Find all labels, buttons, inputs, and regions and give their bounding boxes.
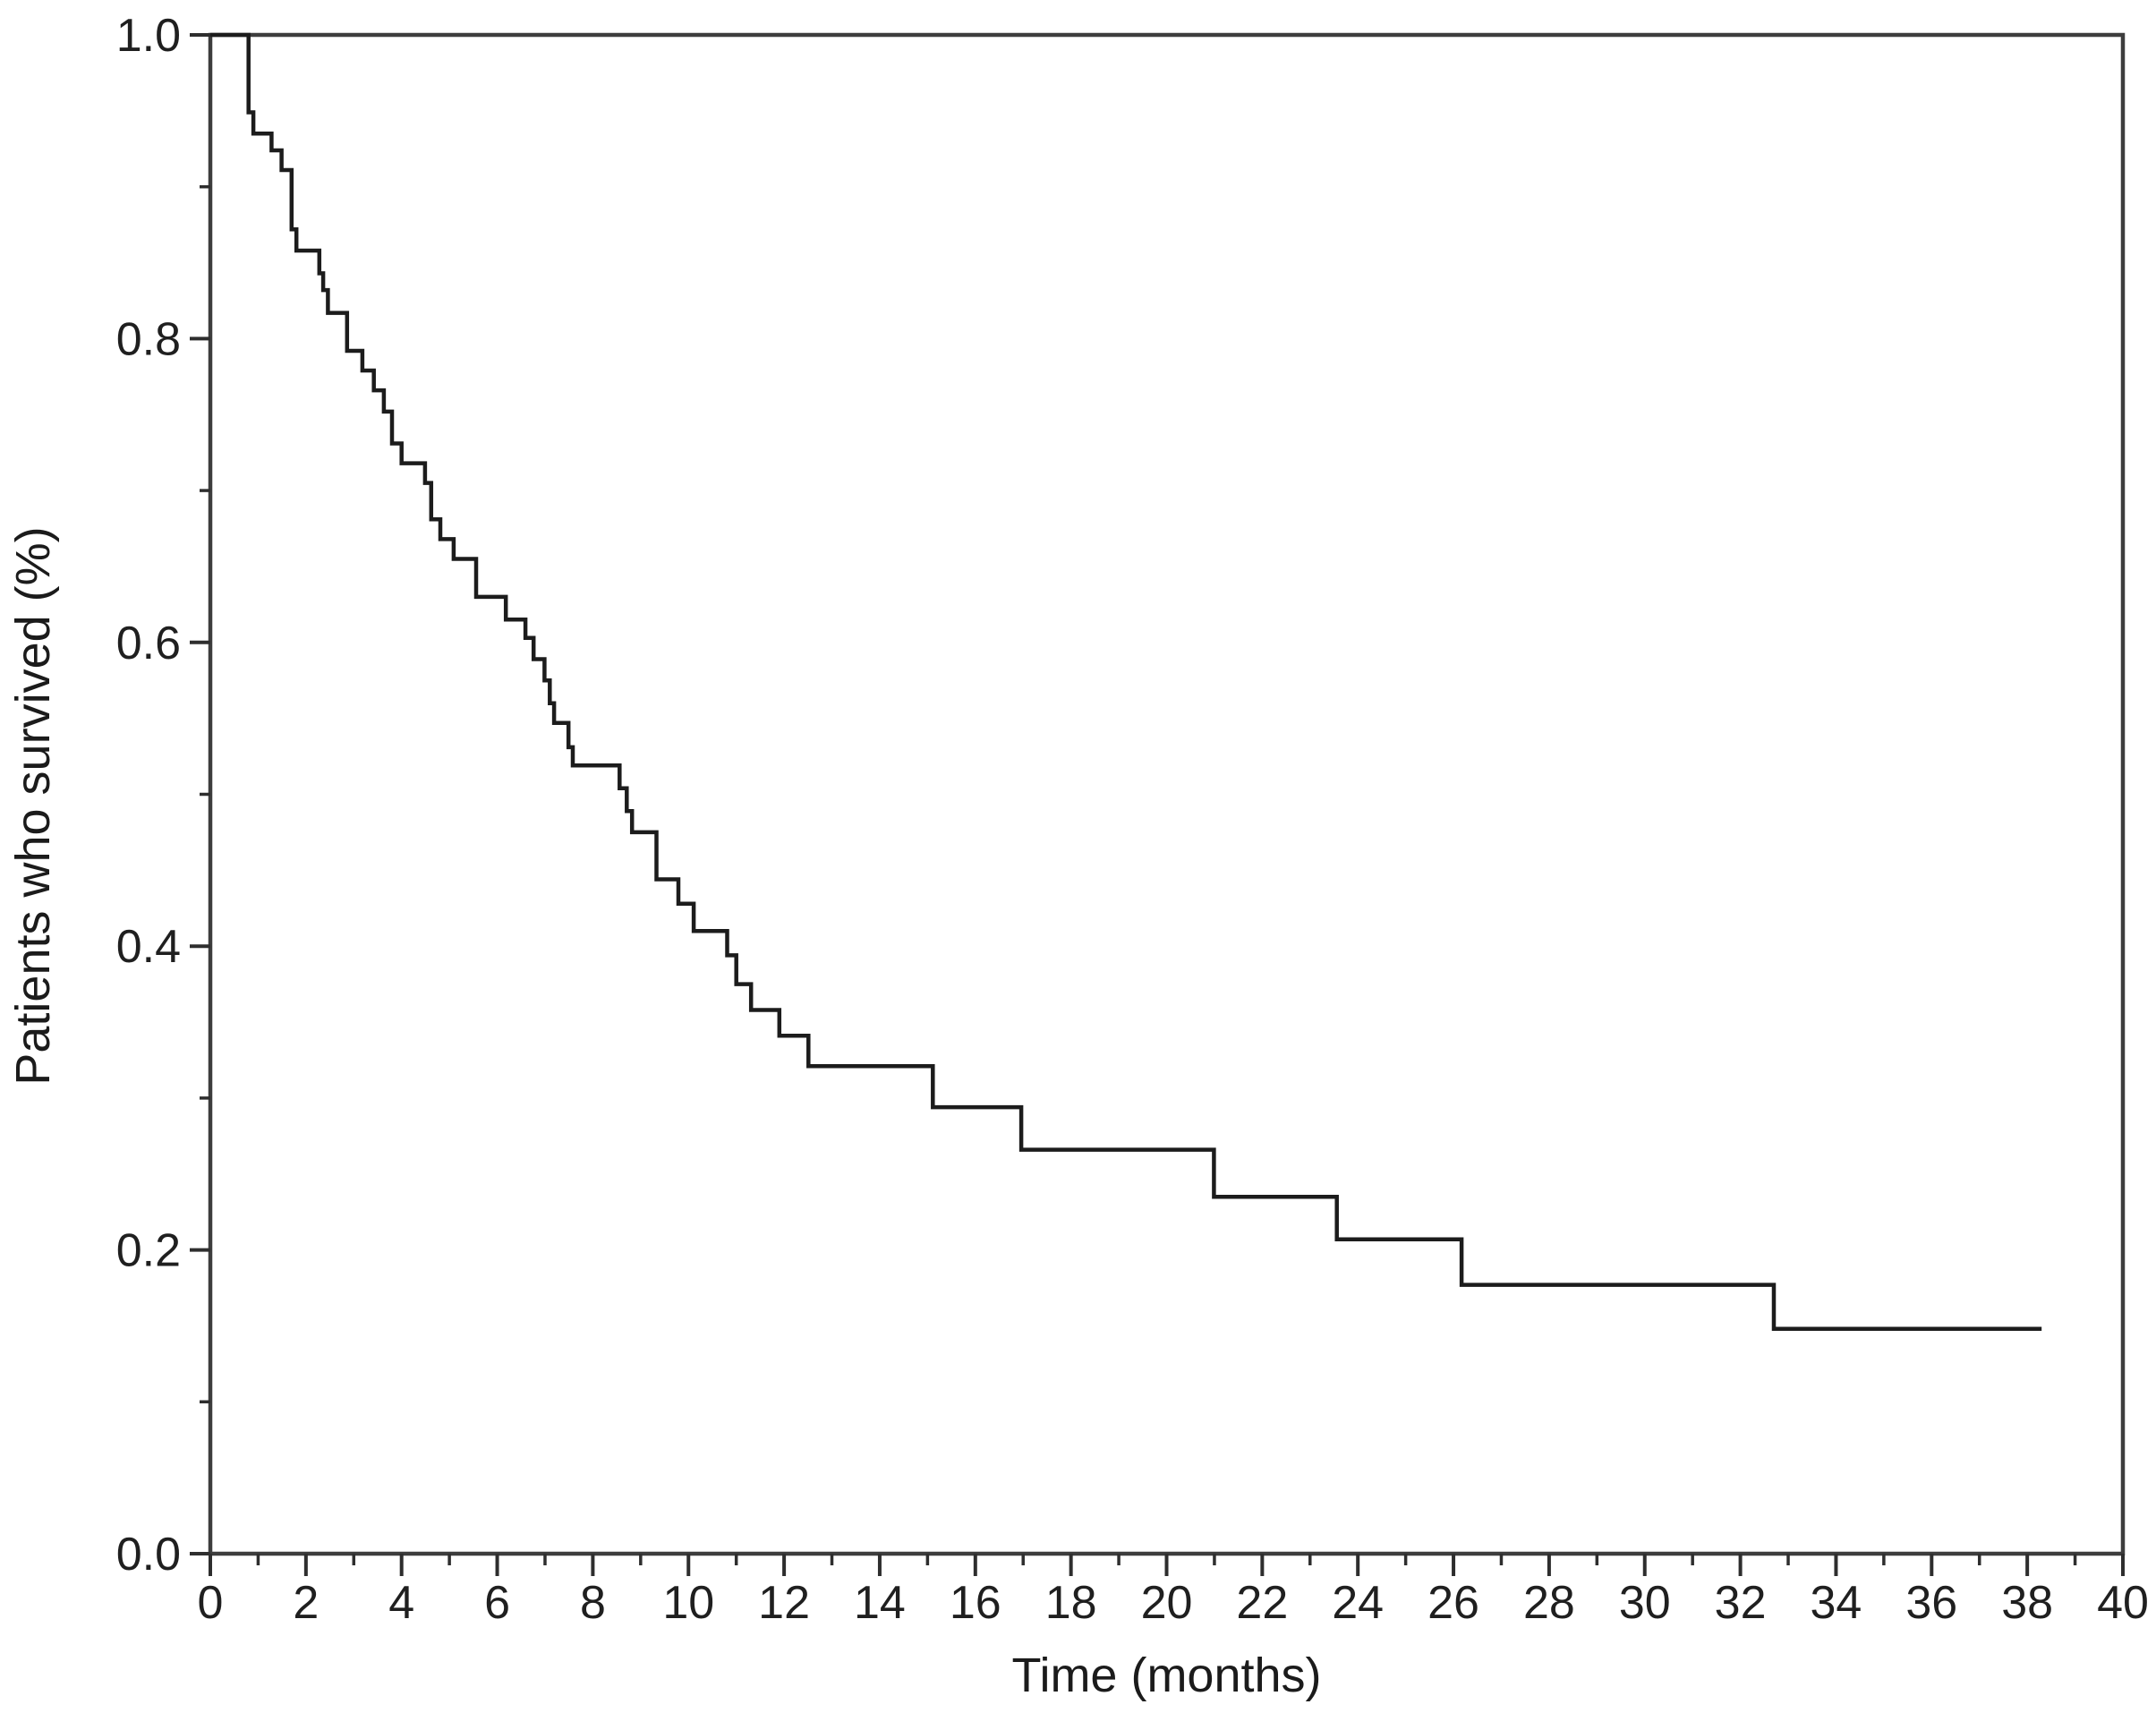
x-axis-ticks <box>209 1554 2125 1576</box>
x-tick-label: 28 <box>1523 1577 1575 1629</box>
x-tick-label: 0 <box>198 1577 224 1629</box>
x-tick-label: 22 <box>1236 1577 1288 1629</box>
survival-curve <box>210 32 2042 1332</box>
x-tick-label: 40 <box>2097 1577 2149 1629</box>
y-tick-label: 0.2 <box>116 1225 181 1277</box>
x-tick-label: 10 <box>662 1577 714 1629</box>
y-tick-label: 1.0 <box>116 10 181 62</box>
x-tick-label: 2 <box>293 1577 319 1629</box>
x-tick-label: 26 <box>1427 1577 1479 1629</box>
x-axis-tick-labels: 0 2 4 6 8 10 12 14 16 18 20 22 24 26 28 30 32 34 36 38 40 <box>198 1577 2149 1629</box>
x-tick-label: 16 <box>950 1577 1001 1629</box>
x-tick-label: 32 <box>1715 1577 1767 1629</box>
x-tick-label: 18 <box>1045 1577 1097 1629</box>
y-tick-label: 0.4 <box>116 921 181 973</box>
x-axis-title: Time (months) <box>1011 1649 1321 1702</box>
x-tick-label: 36 <box>1905 1577 1957 1629</box>
x-tick-label: 8 <box>580 1577 606 1629</box>
y-tick-label: 0.0 <box>116 1529 181 1581</box>
x-tick-label: 6 <box>484 1577 510 1629</box>
y-tick-label: 0.6 <box>116 618 181 669</box>
plot-frame <box>208 32 2126 1556</box>
x-tick-label: 24 <box>1332 1577 1384 1629</box>
x-tick-label: 14 <box>854 1577 906 1629</box>
y-axis-title: Patients who survived (%) <box>6 526 60 1085</box>
y-axis-tick-labels: 0.0 0.2 0.4 0.6 0.8 1.0 <box>116 10 181 1581</box>
x-tick-label: 20 <box>1141 1577 1193 1629</box>
x-tick-label: 12 <box>758 1577 810 1629</box>
x-tick-label: 38 <box>2001 1577 2053 1629</box>
y-tick-label: 0.8 <box>116 313 181 365</box>
x-tick-label: 30 <box>1619 1577 1671 1629</box>
x-tick-label: 4 <box>388 1577 414 1629</box>
y-axis-ticks <box>190 33 210 1555</box>
x-tick-label: 34 <box>1811 1577 1862 1629</box>
